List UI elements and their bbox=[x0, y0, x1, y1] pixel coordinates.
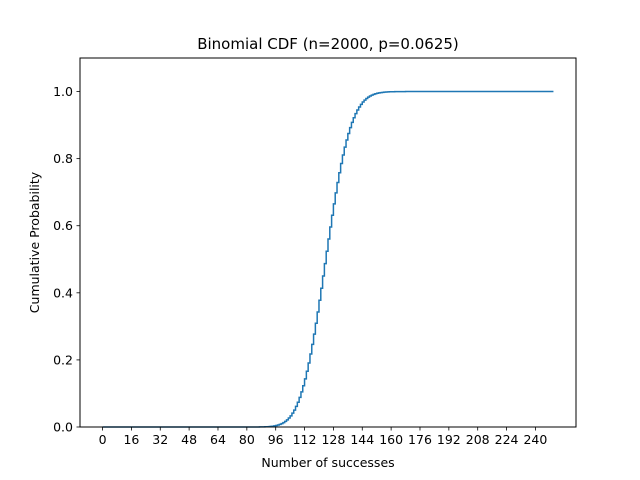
chart-title: Binomial CDF (n=2000, p=0.0625) bbox=[197, 35, 459, 53]
axes-frame bbox=[79, 57, 577, 428]
x-tick-label: 64 bbox=[210, 432, 226, 447]
x-tick-label: 112 bbox=[293, 432, 317, 447]
x-tick-label: 160 bbox=[379, 432, 403, 447]
y-tick-label: 0.6 bbox=[53, 218, 73, 233]
x-tick-label: 80 bbox=[239, 432, 255, 447]
x-tick-label: 96 bbox=[268, 432, 284, 447]
y-axis-ticks: 0.0 0.2 0.4 0.6 0.8 1.0 bbox=[53, 84, 80, 435]
x-tick-label: 0 bbox=[99, 432, 107, 447]
x-tick-label: 240 bbox=[523, 432, 547, 447]
x-tick-label: 32 bbox=[152, 432, 168, 447]
x-tick-label: 192 bbox=[437, 432, 461, 447]
y-tick-label: 0.8 bbox=[53, 151, 73, 166]
x-tick-label: 224 bbox=[495, 432, 519, 447]
x-axis-ticks: 0 16 32 48 64 80 96 112 128 144 160 176 192 208 224 240 bbox=[99, 427, 547, 447]
x-tick-label: 208 bbox=[466, 432, 490, 447]
y-tick-label: 0.0 bbox=[53, 420, 73, 435]
x-tick-label: 176 bbox=[408, 432, 432, 447]
y-axis-label: Cumulative Probability bbox=[27, 171, 42, 313]
x-tick-label: 48 bbox=[181, 432, 197, 447]
x-tick-label: 144 bbox=[350, 432, 374, 447]
x-axis-label: Number of successes bbox=[261, 455, 394, 470]
x-tick-label: 128 bbox=[321, 432, 345, 447]
y-tick-label: 0.2 bbox=[53, 352, 73, 367]
x-tick-label: 16 bbox=[123, 432, 139, 447]
y-tick-label: 1.0 bbox=[53, 84, 73, 99]
y-tick-label: 0.4 bbox=[53, 285, 73, 300]
